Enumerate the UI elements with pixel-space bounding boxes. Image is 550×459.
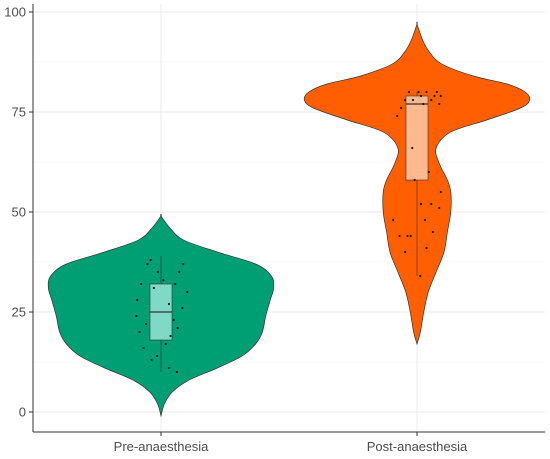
data-point (403, 250, 407, 254)
data-point (181, 306, 184, 310)
data-point (403, 98, 407, 102)
data-point (430, 202, 433, 206)
data-point (422, 102, 425, 106)
data-point (186, 290, 189, 294)
data-point (438, 102, 441, 106)
data-point (156, 270, 159, 274)
data-point (425, 246, 428, 250)
y-tick-label: 25 (12, 305, 26, 320)
data-point (144, 322, 148, 326)
data-point (175, 370, 178, 374)
data-point (425, 90, 428, 94)
data-point (409, 234, 412, 238)
data-point (169, 334, 172, 338)
y-tick-label: 75 (12, 105, 26, 120)
data-point (162, 278, 165, 282)
data-point (431, 230, 434, 234)
data-point (392, 218, 395, 222)
x-tick-label: Pre-anaesthesia (114, 439, 209, 454)
violins (47, 21, 531, 418)
data-point (142, 346, 145, 350)
data-point (152, 286, 155, 290)
data-point (423, 218, 427, 222)
axes: 0 25 50 75 100 Pre-anaesthesia Post-anaesthesi… (4, 4, 545, 454)
y-tick-label: 100 (4, 5, 26, 20)
data-point (398, 234, 401, 238)
data-point (135, 314, 138, 318)
data-point (435, 90, 438, 94)
data-point (136, 298, 139, 302)
data-point (396, 114, 399, 118)
data-point (172, 318, 175, 322)
data-point (430, 98, 433, 102)
data-point (406, 234, 409, 238)
data-point (419, 274, 422, 278)
y-tick-label: 0 (19, 405, 26, 420)
data-point (411, 98, 415, 102)
data-point (413, 178, 416, 182)
data-point (400, 106, 403, 110)
box-post-anaesthesia (405, 95, 429, 181)
data-point (176, 326, 179, 330)
data-point (439, 94, 442, 98)
data-point (146, 262, 149, 266)
data-point (417, 90, 420, 94)
data-point (150, 358, 153, 362)
data-point (149, 258, 152, 262)
data-point (174, 282, 177, 286)
data-point (140, 282, 143, 286)
data-point (419, 94, 423, 98)
data-point (407, 90, 411, 94)
data-point (164, 342, 167, 346)
data-point (155, 354, 159, 358)
y-tick-label: 50 (12, 205, 26, 220)
data-point (138, 330, 141, 334)
data-point (427, 170, 431, 174)
data-point (167, 366, 171, 370)
data-point (438, 206, 441, 210)
data-point (419, 202, 423, 206)
data-point (411, 146, 414, 150)
data-point (433, 94, 436, 98)
data-point (167, 302, 171, 306)
data-point (178, 270, 181, 274)
data-point (439, 190, 442, 194)
x-tick-label: Post-anaesthesia (367, 439, 468, 454)
data-point (182, 262, 185, 266)
